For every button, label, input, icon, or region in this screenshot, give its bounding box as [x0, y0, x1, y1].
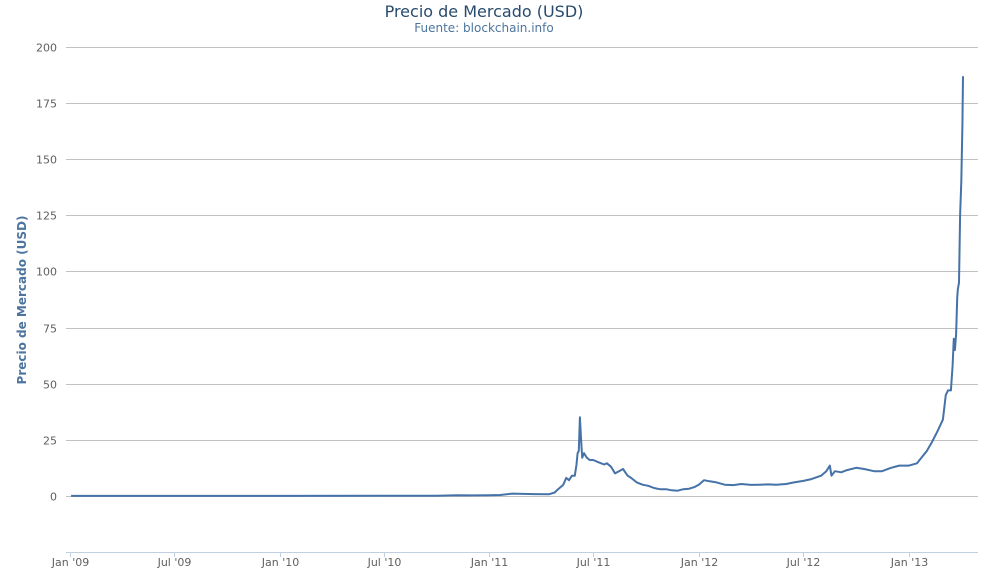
y-tick-label: 200: [36, 42, 57, 55]
x-axis: Jan '09 Jul '09 Jan '10 Jul '10 Jan '11 Jul '…: [51, 552, 978, 569]
x-tick-label: Jul '10: [367, 556, 402, 569]
y-axis-ticks: 0 25 50 75 100 125 150 175 200: [36, 42, 57, 504]
y-tick-label: 75: [43, 323, 57, 336]
x-tick-label: Jan '13: [890, 556, 928, 569]
x-tick-label: Jan '09: [51, 556, 89, 569]
y-tick-label: 125: [36, 210, 57, 223]
y-tick-label: 25: [43, 435, 57, 448]
y-tick-label: 100: [36, 266, 57, 279]
y-tick-label: 50: [43, 379, 57, 392]
series-layer: [71, 76, 964, 497]
x-tick-label: Jan '12: [680, 556, 718, 569]
y-tick-label: 0: [50, 491, 57, 504]
series-line: [71, 76, 964, 497]
y-tick-label: 175: [36, 98, 57, 111]
x-tick-label: Jul '11: [576, 556, 611, 569]
y-axis-title: Precio de Mercado (USD): [15, 216, 29, 385]
chart-subtitle: Fuente: blockchain.info: [414, 21, 554, 35]
x-tick-label: Jan '11: [470, 556, 508, 569]
x-tick-label: Jul '09: [157, 556, 192, 569]
y-tick-label: 150: [36, 154, 57, 167]
x-tick-label: Jul '12: [786, 556, 821, 569]
x-tick-label: Jan '10: [261, 556, 299, 569]
grid-lines: [66, 47, 978, 497]
chart-title: Precio de Mercado (USD): [384, 2, 584, 21]
